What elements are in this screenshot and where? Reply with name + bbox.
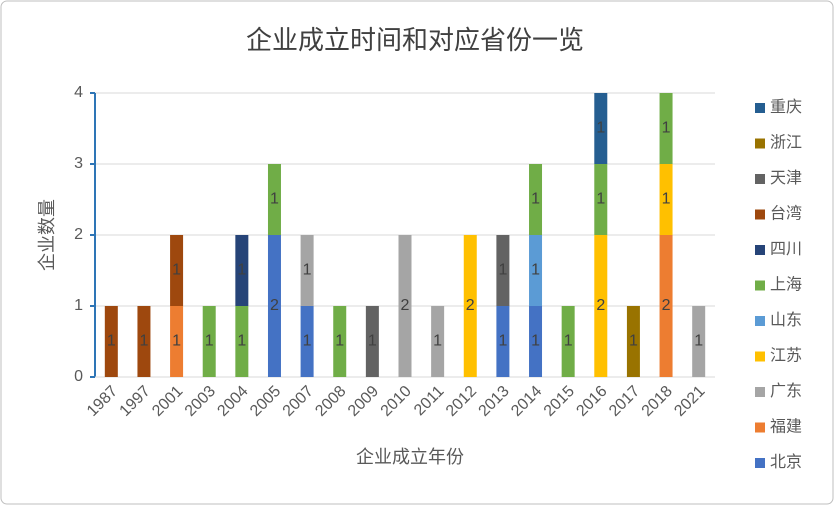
data-label: 1: [205, 333, 214, 350]
legend-swatch: [755, 103, 765, 113]
data-label: 1: [303, 262, 312, 279]
data-label: 1: [270, 191, 279, 208]
bar-segment: [235, 306, 249, 377]
data-label: 2: [270, 297, 279, 314]
bar-segment: [104, 306, 118, 377]
data-label: 1: [498, 333, 507, 350]
data-label: 1: [629, 333, 638, 350]
bar-segment: [529, 235, 543, 306]
legend-label: 福建: [770, 418, 802, 436]
legend-label: 江苏: [770, 347, 802, 365]
legend-label: 上海: [770, 276, 802, 294]
legend-swatch: [755, 209, 765, 220]
legend-swatch: [755, 422, 765, 433]
legend-swatch: [755, 245, 765, 255]
x-axis-label: 企业成立年份: [356, 447, 464, 467]
legend-label: 广东: [770, 382, 802, 400]
bar-segment: [300, 306, 314, 377]
bar-segment: [235, 235, 249, 306]
data-label: 2: [662, 297, 671, 314]
bar-segment: [496, 306, 510, 377]
y-tick-label: 2: [74, 226, 83, 243]
bar-segment: [561, 306, 575, 377]
bar-segment: [594, 93, 608, 164]
legend-label: 台湾: [770, 205, 802, 223]
data-label: 1: [596, 191, 605, 208]
data-label: 1: [498, 262, 507, 279]
y-tick-label: 4: [74, 84, 83, 101]
bar-segment: [170, 306, 184, 377]
data-label: 1: [662, 191, 671, 208]
data-label: 1: [237, 262, 246, 279]
legend-swatch: [755, 351, 765, 362]
bar-segment: [626, 306, 640, 377]
bar-segment: [267, 235, 281, 377]
data-label: 1: [564, 333, 573, 350]
data-label: 1: [596, 120, 605, 137]
legend-swatch: [755, 138, 765, 149]
legend-label: 山东: [770, 311, 802, 329]
data-label: 1: [335, 333, 344, 350]
bar-segment: [300, 235, 314, 306]
bar-segment: [202, 306, 216, 377]
bar-segment: [594, 235, 608, 377]
bar-segment: [659, 235, 673, 377]
bar-segment: [529, 164, 543, 235]
legend-swatch: [755, 387, 765, 397]
bar-segment: [267, 164, 281, 235]
data-label: 1: [694, 333, 703, 350]
bar-segment: [529, 306, 543, 377]
data-label: 2: [596, 297, 605, 314]
y-axis-label: 企业数量: [37, 199, 57, 271]
bar-segment: [659, 164, 673, 235]
data-label: 1: [531, 262, 540, 279]
data-label: 1: [139, 333, 148, 350]
y-tick-label: 0: [74, 368, 83, 385]
data-label: 1: [172, 333, 181, 350]
bar-segment: [170, 235, 184, 306]
legend-swatch: [755, 280, 765, 291]
data-label: 2: [466, 297, 475, 314]
data-label: 1: [531, 333, 540, 350]
data-label: 2: [401, 297, 410, 314]
legend-label: 天津: [770, 169, 802, 187]
legend-label: 北京: [770, 453, 802, 471]
bar-segment: [365, 306, 379, 377]
bar-segment: [659, 93, 673, 164]
bar-segment: [398, 235, 412, 377]
data-label: 1: [368, 333, 377, 350]
bar-segment: [137, 306, 151, 377]
data-label: 1: [303, 333, 312, 350]
bar-segment: [594, 164, 608, 235]
y-tick-label: 1: [74, 297, 83, 314]
bar-segment: [463, 235, 477, 377]
bar-segment: [692, 306, 706, 377]
bar-segment: [496, 235, 510, 306]
bar-segment: [333, 306, 347, 377]
chart-title: 企业成立时间和对应省份一览: [246, 25, 584, 55]
data-label: 1: [237, 333, 246, 350]
data-label: 1: [531, 191, 540, 208]
data-label: 1: [433, 333, 442, 350]
data-label: 1: [107, 333, 116, 350]
legend-swatch: [755, 458, 765, 468]
y-tick-label: 3: [74, 155, 83, 172]
data-label: 1: [662, 120, 671, 137]
legend-label: 浙江: [770, 134, 802, 152]
legend-swatch: [755, 174, 765, 184]
legend-label: 四川: [770, 241, 802, 258]
legend-label: 重庆: [770, 98, 802, 116]
bar-segment: [431, 306, 445, 377]
data-label: 1: [172, 262, 181, 279]
legend-swatch: [755, 316, 765, 326]
